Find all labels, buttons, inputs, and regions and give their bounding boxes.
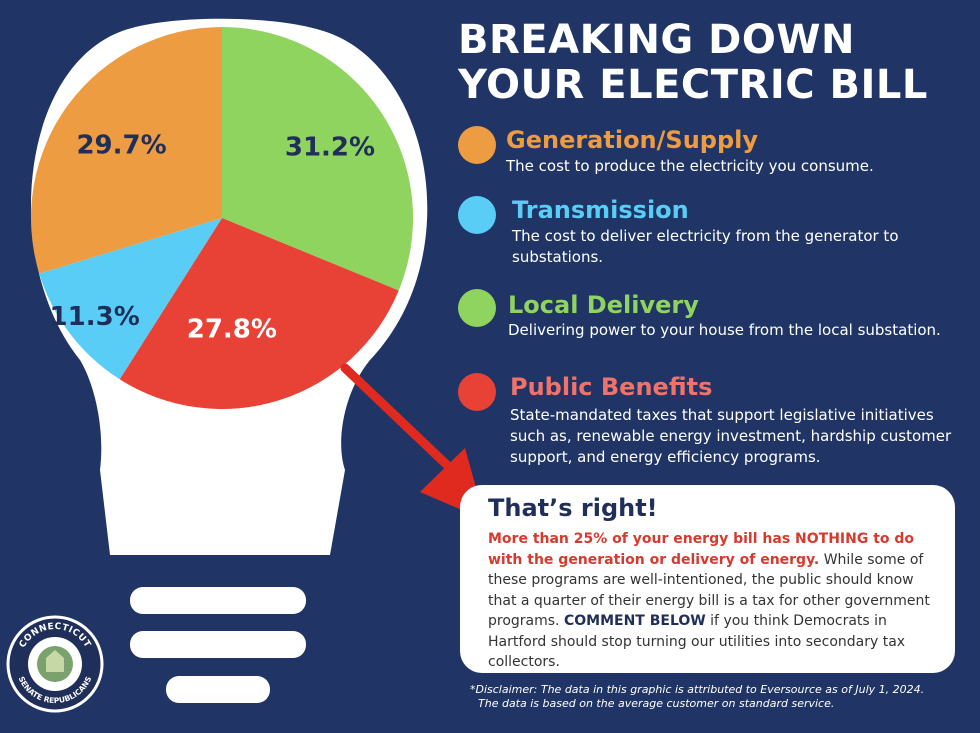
orange-circle-icon bbox=[458, 126, 496, 164]
legend-description: Delivering power to your house from the … bbox=[508, 321, 941, 339]
pie-slice-generation-supply bbox=[222, 27, 414, 291]
bulb-base-stripe-1 bbox=[130, 587, 306, 614]
title-line-2: YOUR ELECTRIC BILL bbox=[458, 62, 928, 108]
bulb-base-stripe-3 bbox=[166, 676, 270, 703]
senate-republicans-seal: CONNECTICUT SENATE REPUBLICANS bbox=[6, 615, 104, 713]
pie-label-transmission: 11.3% bbox=[50, 302, 140, 332]
pie-chart: 31.2% 27.8% 11.3% 29.7% bbox=[31, 27, 414, 410]
title-line-1: BREAKING DOWN bbox=[458, 17, 855, 63]
pie-label-public-benefits: 27.8% bbox=[187, 315, 277, 345]
callout-text-1: While some of these programs are well-in… bbox=[488, 551, 930, 630]
legend-description: The cost to deliver electricity from the… bbox=[512, 227, 899, 266]
callout-heading: That’s right! bbox=[488, 494, 658, 522]
callout-emphasis: More than 25% of your energy bill has NO… bbox=[488, 531, 915, 568]
legend-name: Generation/Supply bbox=[506, 126, 759, 154]
callout-text-2: if you think Democrats in Hartford shoul… bbox=[488, 613, 906, 670]
bulb-base-stripe-2 bbox=[130, 631, 306, 658]
pie-slice-local-delivery bbox=[31, 27, 223, 274]
legend-description: State-mandated taxes that support legisl… bbox=[510, 406, 952, 466]
pie-label-local-delivery: 29.7% bbox=[76, 131, 166, 161]
red-circle-icon bbox=[458, 373, 496, 411]
callout-box: That’s right! More than 25% of your ener… bbox=[460, 485, 955, 673]
pie-label-generation-supply: 31.2% bbox=[285, 133, 375, 163]
pie-slice-public-benefits bbox=[119, 218, 399, 410]
blue-circle-icon bbox=[458, 196, 496, 234]
pie-slice-transmission bbox=[39, 218, 222, 380]
legend-description: The cost to produce the electricity you … bbox=[506, 157, 874, 175]
page-title: BREAKING DOWN YOUR ELECTRIC BILL bbox=[458, 18, 973, 108]
legend-name: Local Delivery bbox=[508, 291, 699, 319]
comment-below-label: COMMENT BELOW bbox=[563, 613, 706, 629]
disclaimer-line-1: *Disclaimer: The data in this graphic is… bbox=[470, 683, 925, 696]
green-circle-icon bbox=[458, 289, 496, 327]
disclaimer: *Disclaimer: The data in this graphic is… bbox=[470, 683, 970, 711]
callout-body: More than 25% of your energy bill has NO… bbox=[488, 529, 937, 673]
legend-name: Public Benefits bbox=[510, 373, 713, 401]
legend-name: Transmission bbox=[512, 196, 689, 224]
disclaimer-line-2: The data is based on the average custome… bbox=[478, 697, 835, 710]
